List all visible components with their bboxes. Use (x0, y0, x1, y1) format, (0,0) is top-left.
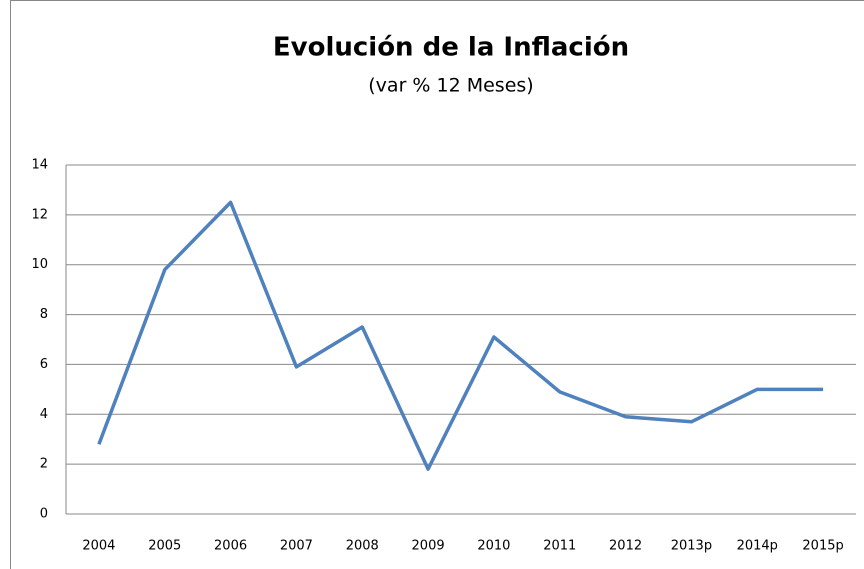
y-tick-label: 6 (40, 357, 48, 372)
x-tick-label: 2005 (148, 539, 181, 554)
y-tick-label: 2 (40, 457, 48, 472)
line-series (97, 200, 824, 471)
x-tick-label: 2008 (346, 539, 379, 554)
y-tick-label: 8 (40, 307, 48, 322)
x-tick-label: 2007 (280, 539, 313, 554)
y-tick-label: 0 (40, 507, 48, 522)
chart-title: Evolución de la Inflación (273, 33, 629, 63)
y-tick-label: 14 (31, 158, 48, 173)
x-tick-label: 2010 (477, 539, 510, 554)
x-tick-label: 2006 (214, 539, 247, 554)
chart-subtitle: (var % 12 Meses) (368, 75, 533, 97)
chart-frame (10, 0, 864, 569)
x-tick-label: 2013p (671, 539, 712, 554)
x-tick-label: 2015p (802, 539, 843, 554)
x-tick-label: 2011 (543, 539, 576, 554)
x-tick-label: 2009 (412, 539, 445, 554)
y-tick-label: 12 (31, 207, 48, 222)
x-tick-label: 2014p (737, 539, 778, 554)
x-tick-label: 2004 (82, 539, 115, 554)
x-tick-label: 2012 (609, 539, 642, 554)
y-tick-label: 4 (40, 407, 48, 422)
y-tick-label: 10 (31, 257, 48, 272)
